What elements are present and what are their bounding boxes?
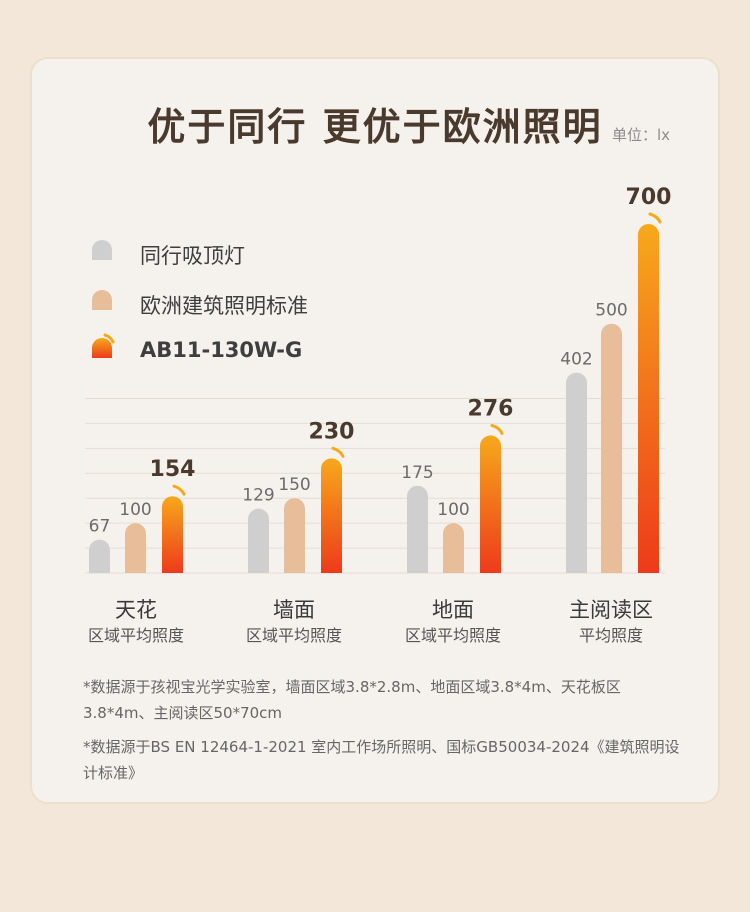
- footnote-standard-source: *数据源于BS EN 12464-1-2021 室内工作场所照明、国标GB500…: [83, 738, 680, 782]
- bar-eu-standard-3: [601, 323, 622, 573]
- category-sublabel-floor: 区域平均照度: [404, 626, 501, 645]
- glow-arc-3: [648, 212, 662, 224]
- value-label-eu-standard-0: 100: [119, 500, 151, 520]
- footnote-lab-source: *数据源于孩视宝光学实验室，墙面区域3.8*2.8m、地面区域3.8*4m、天花…: [83, 678, 621, 722]
- category-label-wall: 墙面: [273, 598, 315, 622]
- unit-label: 单位：lx: [612, 126, 671, 144]
- legend-label-peer: 同行吸顶灯: [140, 244, 245, 268]
- bar-eu-standard-0: [125, 523, 146, 573]
- value-label-product-2: 276: [468, 396, 514, 421]
- bar-eu-standard-2: [443, 523, 464, 573]
- legend-label-product: AB11-130W-G: [140, 338, 303, 362]
- category-label-ceiling: 天花: [115, 598, 157, 622]
- value-label-peer-2: 175: [401, 463, 433, 483]
- legend-label-eu-standard: 欧洲建筑照明标准: [140, 294, 308, 318]
- page-title: 优于同行 更优于欧洲照明: [147, 105, 603, 149]
- gray-bar-icon: [92, 240, 112, 260]
- bars: 67 129 175 402 100 150 100 500 154 230 276 700: [89, 185, 672, 573]
- glow-arc-2: [490, 423, 504, 435]
- category-label-floor: 地面: [432, 598, 474, 622]
- value-label-eu-standard-3: 500: [595, 301, 627, 321]
- bar-product-3: [638, 224, 659, 573]
- value-label-peer-1: 129: [242, 486, 274, 506]
- value-label-eu-standard-2: 100: [437, 500, 469, 520]
- bar-product-2: [480, 435, 501, 573]
- glow-arc-icon: [103, 333, 115, 344]
- gradient-bar-icon: [92, 338, 112, 358]
- legend-icons: [92, 240, 115, 358]
- bar-product-1: [321, 458, 342, 573]
- category-label-reading-area: 主阅读区: [569, 598, 653, 622]
- value-label-eu-standard-1: 150: [278, 475, 310, 495]
- value-label-peer-3: 402: [560, 350, 592, 370]
- value-label-product-3: 700: [626, 185, 672, 210]
- value-label-product-1: 230: [309, 419, 355, 444]
- glow-arc-1: [331, 446, 345, 458]
- value-label-product-0: 154: [150, 457, 196, 482]
- bar-eu-standard-1: [284, 498, 305, 573]
- category-sublabel-reading-area: 平均照度: [578, 626, 643, 645]
- bar-peer-1: [248, 508, 269, 573]
- bar-peer-2: [407, 485, 428, 573]
- glow-arc-0: [172, 484, 186, 496]
- bar-product-0: [162, 496, 183, 573]
- category-sublabel-ceiling: 区域平均照度: [87, 626, 184, 645]
- category-sublabel-wall: 区域平均照度: [245, 626, 342, 645]
- beige-bar-icon: [92, 290, 112, 310]
- bar-peer-3: [566, 372, 587, 573]
- bar-peer-0: [89, 539, 110, 573]
- value-label-peer-0: 67: [89, 517, 111, 537]
